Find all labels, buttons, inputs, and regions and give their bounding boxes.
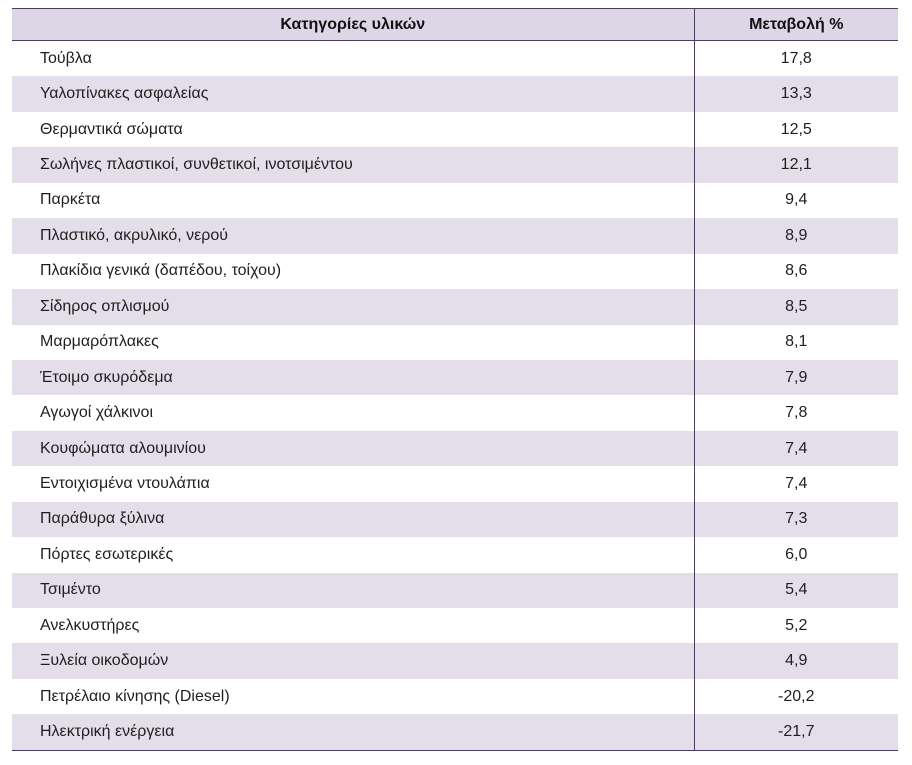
header-category: Κατηγορίες υλικών (12, 8, 695, 41)
table-row: Τούβλα 17,8 (12, 40, 898, 77)
row-change: 7,9 (694, 359, 898, 396)
row-change: 7,8 (694, 395, 898, 431)
table-row: Σίδηρος οπλισμού 8,5 (12, 289, 898, 325)
row-category: Έτοιμο σκυρόδεμα (12, 359, 695, 396)
table-row: Μαρμαρόπλακες 8,1 (12, 324, 898, 360)
table-row: Ηλεκτρική ενέργεια -21,7 (12, 714, 898, 751)
header-row: Κατηγορίες υλικών Μεταβολή % (12, 8, 898, 41)
table-row: Εντοιχισμένα ντουλάπια 7,4 (12, 466, 898, 502)
row-category: Τούβλα (12, 40, 695, 77)
row-category: Παρκέτα (12, 182, 695, 219)
row-category: Πλακίδια γενικά (δαπέδου, τοίχου) (12, 253, 695, 290)
table-row: Σωλήνες πλαστικοί, συνθετικοί, ινοτσιμέν… (12, 147, 898, 183)
row-category: Πλαστικό, ακρυλικό, νερού (12, 218, 695, 254)
row-change: 8,5 (694, 289, 898, 325)
table-row: Έτοιμο σκυρόδεμα 7,9 (12, 359, 898, 396)
table-body: Τούβλα 17,8 Υαλοπίνακες ασφαλείας 13,3 Θ… (12, 40, 898, 751)
row-category: Ξυλεία οικοδομών (12, 643, 695, 679)
row-change: 5,4 (694, 572, 898, 608)
row-change: 8,1 (694, 324, 898, 360)
row-category: Σίδηρος οπλισμού (12, 289, 695, 325)
row-category: Πετρέλαιο κίνησης (Diesel) (12, 678, 695, 715)
row-change: 7,4 (694, 466, 898, 502)
table-row: Ανελκυστήρες 5,2 (12, 608, 898, 644)
row-category: Αγωγοί χάλκινοι (12, 395, 695, 431)
table-row: Πόρτες εσωτερικές 6,0 (12, 537, 898, 573)
row-change: 7,4 (694, 430, 898, 467)
row-category: Θερμαντικά σώματα (12, 111, 695, 148)
row-category: Ηλεκτρική ενέργεια (12, 714, 695, 751)
table-row: Παράθυρα ξύλινα 7,3 (12, 501, 898, 538)
row-change: 17,8 (694, 40, 898, 77)
row-change: 8,6 (694, 253, 898, 290)
row-category: Σωλήνες πλαστικοί, συνθετικοί, ινοτσιμέν… (12, 147, 695, 183)
row-category: Εντοιχισμένα ντουλάπια (12, 466, 695, 502)
table-row: Τσιμέντο 5,4 (12, 572, 898, 608)
table-row: Πλακίδια γενικά (δαπέδου, τοίχου) 8,6 (12, 253, 898, 290)
row-change: 5,2 (694, 608, 898, 644)
row-change: 13,3 (694, 76, 898, 112)
header-change-percent: Μεταβολή % (694, 8, 898, 41)
materials-price-change-table: Κατηγορίες υλικών Μεταβολή % Τούβλα 17,8… (12, 8, 898, 751)
row-change: 8,9 (694, 218, 898, 254)
row-change: 12,1 (694, 147, 898, 183)
row-category: Πόρτες εσωτερικές (12, 537, 695, 573)
row-category: Τσιμέντο (12, 572, 695, 608)
table-row: Πλαστικό, ακρυλικό, νερού 8,9 (12, 218, 898, 254)
row-change: 4,9 (694, 643, 898, 679)
row-category: Ανελκυστήρες (12, 608, 695, 644)
row-category: Παράθυρα ξύλινα (12, 501, 695, 538)
row-change: -20,2 (694, 678, 898, 715)
table-row: Κουφώματα αλουμινίου 7,4 (12, 430, 898, 467)
table-row: Πετρέλαιο κίνησης (Diesel) -20,2 (12, 678, 898, 715)
table-row: Υαλοπίνακες ασφαλείας 13,3 (12, 76, 898, 112)
row-change: -21,7 (694, 714, 898, 751)
row-category: Υαλοπίνακες ασφαλείας (12, 76, 695, 112)
row-category: Κουφώματα αλουμινίου (12, 430, 695, 467)
row-change: 6,0 (694, 537, 898, 573)
row-change: 7,3 (694, 501, 898, 538)
table-row: Θερμαντικά σώματα 12,5 (12, 111, 898, 148)
table-row: Αγωγοί χάλκινοι 7,8 (12, 395, 898, 431)
row-category: Μαρμαρόπλακες (12, 324, 695, 360)
row-change: 9,4 (694, 182, 898, 219)
row-change: 12,5 (694, 111, 898, 148)
table-header: Κατηγορίες υλικών Μεταβολή % (12, 8, 898, 41)
table-row: Παρκέτα 9,4 (12, 182, 898, 219)
table-row: Ξυλεία οικοδομών 4,9 (12, 643, 898, 679)
materials-table-container: Κατηγορίες υλικών Μεταβολή % Τούβλα 17,8… (12, 8, 898, 751)
